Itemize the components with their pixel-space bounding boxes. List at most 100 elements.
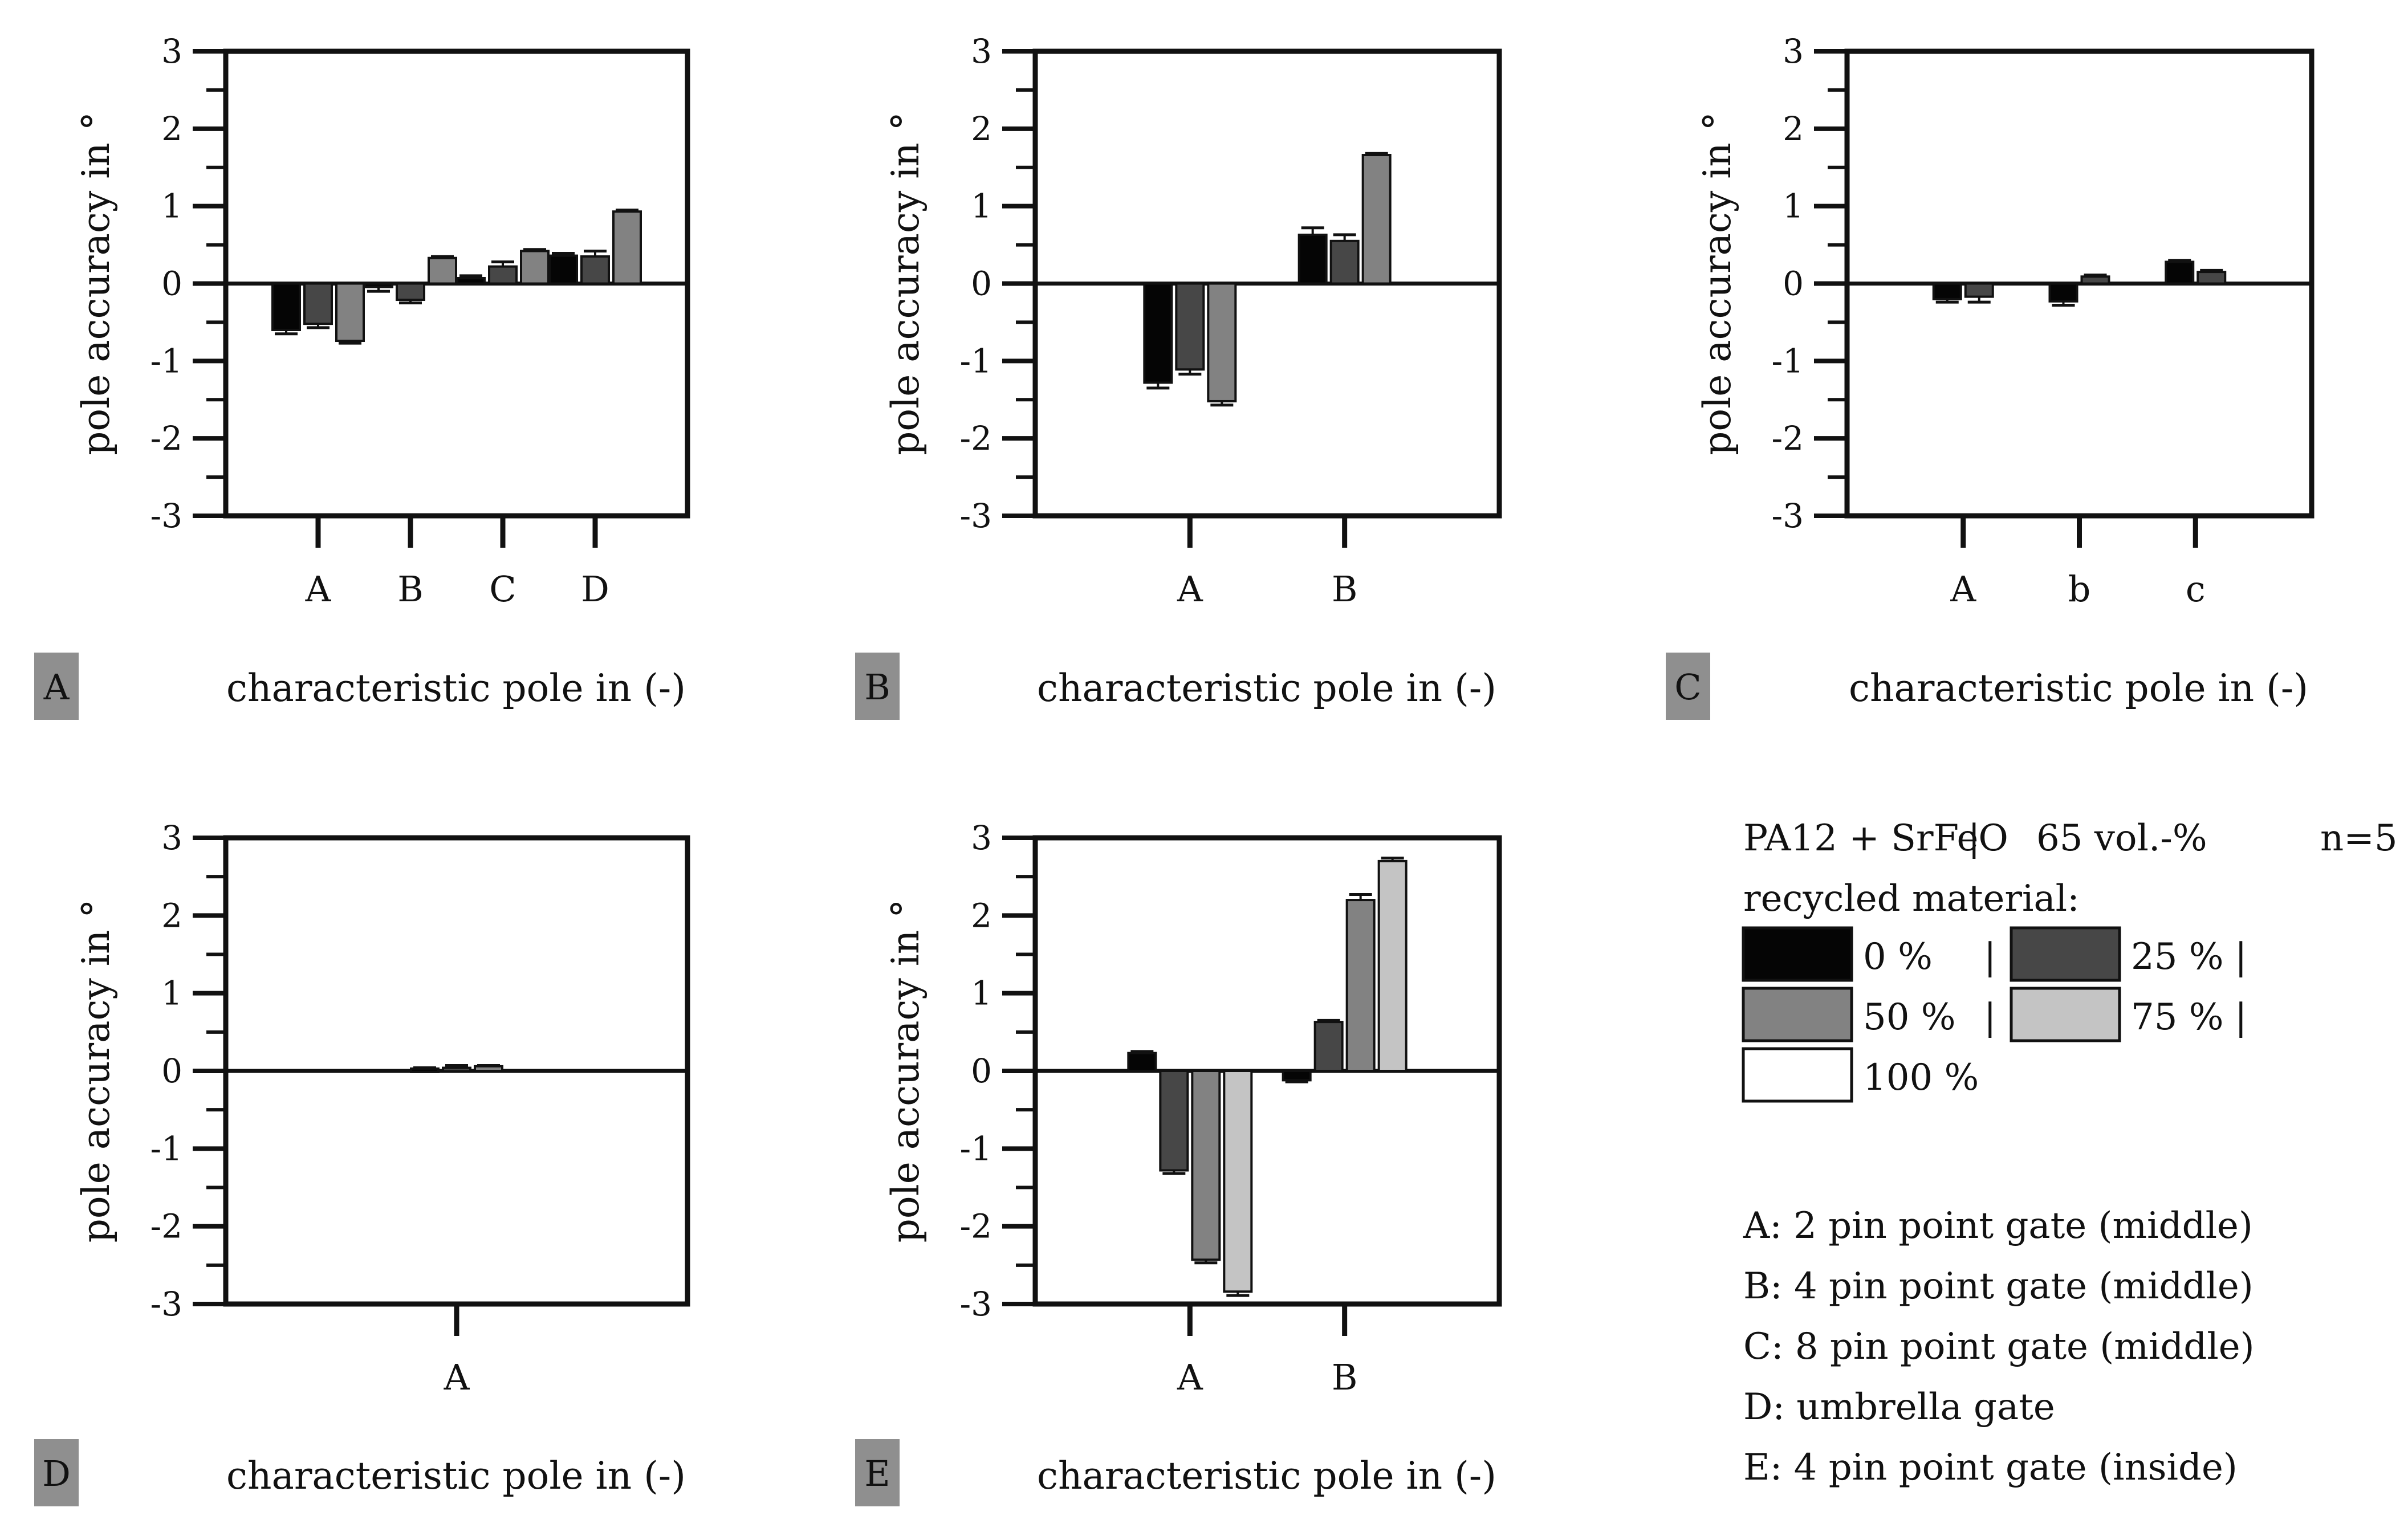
y-tick-label-d-3: 0 <box>161 1052 182 1090</box>
category-label-b-1: B <box>1332 568 1358 610</box>
y-tick-label-b-4: -1 <box>960 341 993 380</box>
y-tick-label-b-1: 2 <box>971 109 992 148</box>
y-tick-label-b-3: 0 <box>971 264 992 303</box>
y-tick-label-e-6: -3 <box>960 1285 993 1323</box>
category-label-c-0: A <box>1950 568 1976 610</box>
legend-separator: | <box>1968 817 1980 859</box>
category-label-e-0: A <box>1177 1356 1203 1398</box>
panel-tag-box-a <box>34 653 79 720</box>
bar-e-1-0 <box>1282 1070 1312 1082</box>
y-tick-label-a-1: 2 <box>161 109 182 148</box>
bar-a-0-2 <box>335 282 365 343</box>
legend-note-e: E: 4 pin point gate (inside) <box>1743 1447 2238 1489</box>
bar-c-2-0 <box>2165 260 2195 285</box>
bar-c-2-1 <box>2197 271 2227 285</box>
legend-n: n=5 <box>2320 817 2398 859</box>
category-label-a-2: C <box>489 568 516 610</box>
y-tick-label-d-5: -2 <box>150 1207 183 1246</box>
y-axis-label-a: pole accuracy in ° <box>74 112 118 455</box>
bar-a-1-2 <box>428 256 457 285</box>
y-tick-label-d-6: -3 <box>150 1285 183 1323</box>
y-tick-label-a-0: 3 <box>161 32 182 71</box>
legend-heading: recycled material: <box>1743 878 2080 920</box>
bar-b-0-2 <box>1207 282 1237 402</box>
legend-note-c: C: 8 pin point gate (middle) <box>1743 1326 2255 1368</box>
bar-a-3-1 <box>580 255 610 285</box>
category-label-a-3: D <box>581 568 609 610</box>
y-tick-label-d-0: 3 <box>161 818 182 857</box>
y-tick-label-b-2: 1 <box>971 187 992 226</box>
bar-c-1-1 <box>2080 275 2110 285</box>
panel-tag-b: B <box>864 666 890 708</box>
bar-a-2-0 <box>456 276 486 285</box>
y-axis-label-e: pole accuracy in ° <box>884 899 928 1243</box>
bar-e-0-2 <box>1191 1070 1221 1261</box>
category-label-c-2: c <box>2186 568 2206 610</box>
legend-label-0: 0 % <box>1863 936 1933 978</box>
y-tick-label-e-3: 0 <box>971 1052 992 1090</box>
bar-a-2-2 <box>520 250 550 285</box>
legend-swatch-0 <box>1742 926 1853 982</box>
legend-swatch-25 <box>2010 926 2121 982</box>
y-tick-label-e-2: 1 <box>971 974 992 1013</box>
x-axis-label-e: characteristic pole in (-) <box>1037 1454 1496 1498</box>
panel-tag-box-c <box>1666 653 1710 720</box>
y-tick-label-c-1: 2 <box>1783 109 1804 148</box>
bar-b-0-0 <box>1143 282 1173 384</box>
legend-swatch-75 <box>2010 987 2121 1042</box>
bar-b-0-1 <box>1175 282 1205 371</box>
panel-tag-box-b <box>855 653 900 720</box>
legend-suffix-50: | <box>1984 996 1996 1038</box>
y-tick-label-a-6: -3 <box>150 496 183 535</box>
category-label-e-1: B <box>1332 1356 1358 1398</box>
y-tick-label-a-5: -2 <box>150 419 183 458</box>
bar-b-1-1 <box>1329 239 1360 285</box>
y-tick-label-e-4: -1 <box>960 1129 993 1168</box>
y-tick-label-d-2: 1 <box>161 974 182 1013</box>
y-tick-label-b-5: -2 <box>960 419 993 458</box>
legend-note-b: B: 4 pin point gate (middle) <box>1743 1265 2254 1307</box>
y-tick-label-a-3: 0 <box>161 264 182 303</box>
y-tick-label-e-1: 2 <box>971 896 992 935</box>
y-tick-label-c-4: -1 <box>1772 341 1804 380</box>
panel-tag-d: D <box>42 1453 71 1494</box>
category-label-c-1: b <box>2068 568 2091 610</box>
y-tick-label-c-5: -2 <box>1772 419 1804 458</box>
bar-a-1-1 <box>396 282 425 301</box>
y-tick-label-b-6: -3 <box>960 496 993 535</box>
bar-a-2-1 <box>488 265 518 285</box>
legend-label-50: 50 % <box>1863 996 1956 1038</box>
bar-e-1-2 <box>1345 899 1376 1072</box>
panel-tag-box-e <box>855 1439 900 1506</box>
y-tick-label-c-2: 1 <box>1783 187 1804 226</box>
legend-suffix-25: | <box>2235 936 2247 978</box>
bar-e-0-0 <box>1127 1052 1157 1072</box>
panel-tag-box-d <box>34 1439 79 1506</box>
bar-d-0-2 <box>474 1065 503 1072</box>
legend-fraction: 65 vol.-% <box>2036 817 2207 859</box>
y-tick-label-e-0: 3 <box>971 818 992 857</box>
y-axis-label-c: pole accuracy in ° <box>1695 112 1739 455</box>
bar-c-0-0 <box>1932 282 1962 300</box>
y-tick-label-c-0: 3 <box>1783 32 1804 71</box>
bar-c-0-1 <box>1964 282 1994 298</box>
bar-a-0-0 <box>271 282 301 331</box>
legend-swatch-100 <box>1742 1047 1853 1103</box>
y-axis-label-b: pole accuracy in ° <box>884 112 928 455</box>
x-axis-label-d: characteristic pole in (-) <box>226 1454 686 1498</box>
y-tick-label-a-2: 1 <box>161 187 182 226</box>
y-tick-label-b-0: 3 <box>971 32 992 71</box>
bar-e-0-1 <box>1159 1070 1189 1172</box>
bar-a-3-2 <box>612 210 642 285</box>
category-label-a-1: B <box>397 568 424 610</box>
bar-a-3-0 <box>548 254 578 285</box>
legend-note-a: A: 2 pin point gate (middle) <box>1743 1205 2253 1247</box>
y-axis-label-d: pole accuracy in ° <box>74 899 118 1243</box>
x-axis-label-c: characteristic pole in (-) <box>1849 666 2308 710</box>
legend-label-100: 100 % <box>1863 1057 1979 1099</box>
